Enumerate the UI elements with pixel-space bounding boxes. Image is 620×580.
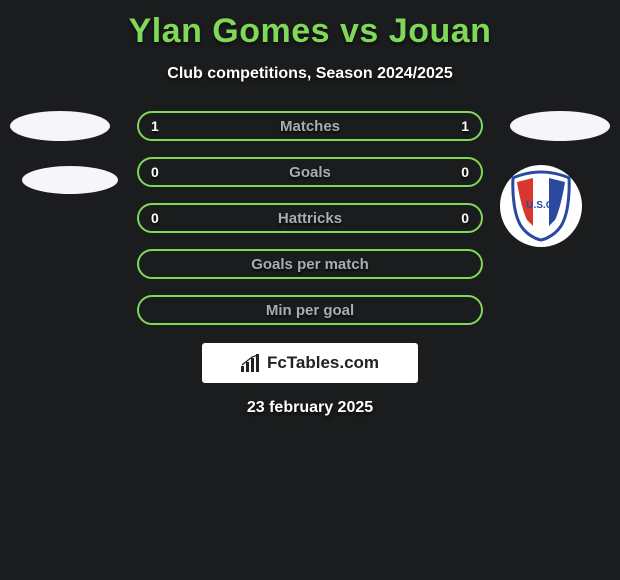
bar-chart-icon [241, 354, 263, 372]
stat-right-value: 0 [461, 210, 469, 226]
stat-row-min-per-goal: Min per goal [137, 295, 483, 325]
stat-right-value: 0 [461, 164, 469, 180]
shield-icon: U.S.C. [503, 168, 579, 244]
stat-label: Goals [289, 164, 331, 181]
stat-left-value: 1 [151, 118, 159, 134]
stat-rows: 1 Matches 1 0 Goals 0 0 Hattricks 0 Goal… [137, 111, 483, 325]
stat-row-goals: 0 Goals 0 [137, 157, 483, 187]
stat-right-value: 1 [461, 118, 469, 134]
club-badge-letters: U.S.C. [526, 200, 556, 211]
player-left-avatar-bottom [22, 166, 118, 194]
stat-row-matches: 1 Matches 1 [137, 111, 483, 141]
page-title: Ylan Gomes vs Jouan [0, 0, 620, 51]
stat-label: Min per goal [266, 302, 354, 319]
stat-label: Hattricks [278, 210, 342, 227]
stat-row-goals-per-match: Goals per match [137, 249, 483, 279]
date-text: 23 february 2025 [0, 399, 620, 417]
brand-box[interactable]: FcTables.com [202, 343, 418, 383]
stat-label: Goals per match [251, 256, 369, 273]
stat-left-value: 0 [151, 210, 159, 226]
player-right-avatar-top [510, 111, 610, 141]
player-left-avatar-top [10, 111, 110, 141]
stat-left-value: 0 [151, 164, 159, 180]
stat-row-hattricks: 0 Hattricks 0 [137, 203, 483, 233]
stats-area: U.S.C. 1 Matches 1 0 Goals 0 0 Hattricks… [0, 111, 620, 417]
club-badge: U.S.C. [500, 165, 582, 247]
stat-label: Matches [280, 118, 340, 135]
brand-text: FcTables.com [267, 353, 379, 373]
subtitle: Club competitions, Season 2024/2025 [0, 65, 620, 83]
